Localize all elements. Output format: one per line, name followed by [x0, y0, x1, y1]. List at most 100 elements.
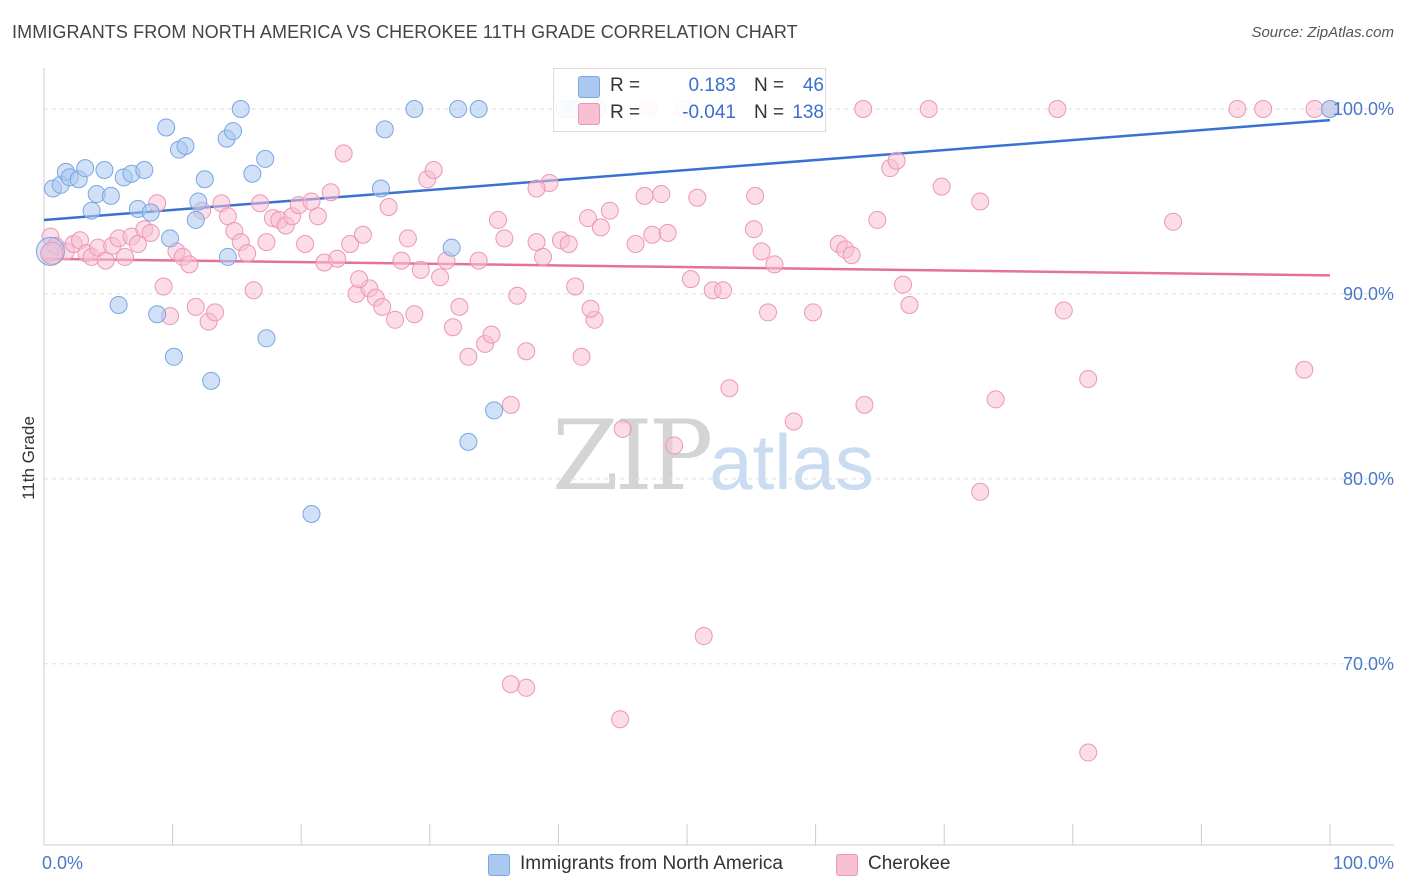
- point-north-america: [442, 238, 461, 257]
- point-cherokee: [533, 247, 552, 266]
- y-axis-label: 11th Grade: [19, 416, 38, 500]
- source-label: Source: ZipAtlas.com: [1251, 24, 1394, 41]
- point-cherokee: [714, 281, 733, 300]
- x-tick-label-start: 0.0%: [42, 853, 83, 873]
- y-tick-label: 90.0%: [1343, 284, 1394, 304]
- point-cherokee: [572, 347, 591, 366]
- y-tick-label: 70.0%: [1343, 654, 1394, 674]
- point-cherokee: [238, 244, 257, 263]
- point-cherokee: [411, 260, 430, 279]
- point-north-america: [164, 347, 183, 366]
- point-cherokee: [842, 246, 861, 265]
- point-cherokee: [971, 482, 990, 501]
- n-value: 46: [802, 75, 824, 96]
- point-north-america: [224, 122, 243, 141]
- point-cherokee: [1079, 369, 1098, 388]
- point-north-america: [189, 192, 208, 211]
- legend-label: Cherokee: [868, 853, 951, 874]
- point-north-america: [148, 305, 167, 324]
- point-cherokee: [405, 305, 424, 324]
- point-cherokee: [527, 179, 546, 198]
- point-cherokee: [855, 395, 874, 414]
- point-cherokee: [501, 395, 520, 414]
- point-cherokee: [665, 436, 684, 455]
- point-cherokee: [469, 251, 488, 270]
- point-cherokee: [186, 297, 205, 316]
- pink-swatch: [836, 854, 858, 876]
- point-cherokee: [804, 303, 823, 322]
- point-cherokee: [495, 229, 514, 248]
- point-north-america: [302, 504, 321, 523]
- point-cherokee: [894, 275, 913, 294]
- point-north-america: [375, 120, 394, 139]
- point-cherokee: [296, 234, 315, 253]
- point-cherokee: [591, 218, 610, 237]
- point-cherokee: [450, 297, 469, 316]
- point-cherokee: [971, 192, 990, 211]
- point-cherokee: [321, 183, 340, 202]
- point-cherokee: [257, 233, 276, 252]
- point-cherokee: [658, 223, 677, 242]
- point-north-america: [161, 229, 180, 248]
- point-cherokee: [652, 185, 671, 204]
- point-cherokee: [744, 220, 763, 239]
- point-cherokee: [398, 229, 417, 248]
- point-north-america: [405, 99, 424, 118]
- point-north-america: [459, 432, 478, 451]
- point-cherokee: [759, 303, 778, 322]
- point-cherokee: [501, 675, 520, 694]
- point-cherokee: [424, 161, 443, 180]
- point-cherokee: [581, 299, 600, 318]
- data-points: [35, 99, 1339, 762]
- point-cherokee: [350, 270, 369, 289]
- point-north-america: [485, 401, 504, 420]
- point-cherokee: [244, 281, 263, 300]
- point-cherokee: [688, 188, 707, 207]
- point-cherokee: [1228, 99, 1247, 118]
- point-cherokee: [328, 249, 347, 268]
- point-cherokee: [206, 303, 225, 322]
- point-north-america: [256, 149, 275, 168]
- point-cherokee: [1079, 743, 1098, 762]
- point-north-america: [109, 296, 128, 315]
- tick-labels: 70.0% 80.0% 90.0% 100.0% 0.0% 100.0%: [42, 99, 1394, 873]
- point-cherokee: [1048, 99, 1067, 118]
- point-cherokee: [643, 225, 662, 244]
- n-value: 138: [792, 102, 824, 123]
- point-cherokee: [746, 186, 765, 205]
- point-cherokee: [578, 209, 597, 228]
- point-cherokee: [443, 318, 462, 337]
- axes: [43, 68, 1394, 846]
- trend-lines: [43, 118, 1331, 277]
- point-north-america: [449, 99, 468, 118]
- point-cherokee: [1254, 99, 1273, 118]
- point-cherokee: [116, 247, 135, 266]
- pink-swatch: [578, 103, 600, 125]
- point-cherokee: [154, 277, 173, 296]
- stats-legend: R = 0.183 N = 46 R = -0.041 N = 138: [553, 68, 826, 132]
- point-cherokee: [752, 242, 771, 261]
- point-cherokee: [341, 234, 360, 253]
- point-cherokee: [482, 325, 501, 344]
- r-label: R =: [610, 102, 641, 123]
- point-cherokee: [559, 234, 578, 253]
- point-cherokee: [459, 347, 478, 366]
- point-north-america: [257, 329, 276, 348]
- point-north-america: [186, 210, 205, 229]
- gridlines: [44, 108, 1394, 665]
- point-north-america: [141, 203, 160, 222]
- point-cherokee: [517, 678, 536, 697]
- point-north-america: [195, 170, 214, 189]
- point-cherokee: [986, 390, 1005, 409]
- point-north-america: [202, 371, 221, 390]
- point-cherokee: [784, 412, 803, 431]
- y-tick-label: 80.0%: [1343, 469, 1394, 489]
- point-north-america: [1321, 99, 1339, 118]
- point-cherokee: [386, 310, 405, 329]
- point-cherokee: [613, 419, 632, 438]
- r-label: R =: [610, 75, 641, 96]
- point-cherokee: [373, 297, 392, 316]
- point-cherokee: [379, 197, 398, 216]
- blue-swatch: [578, 76, 600, 98]
